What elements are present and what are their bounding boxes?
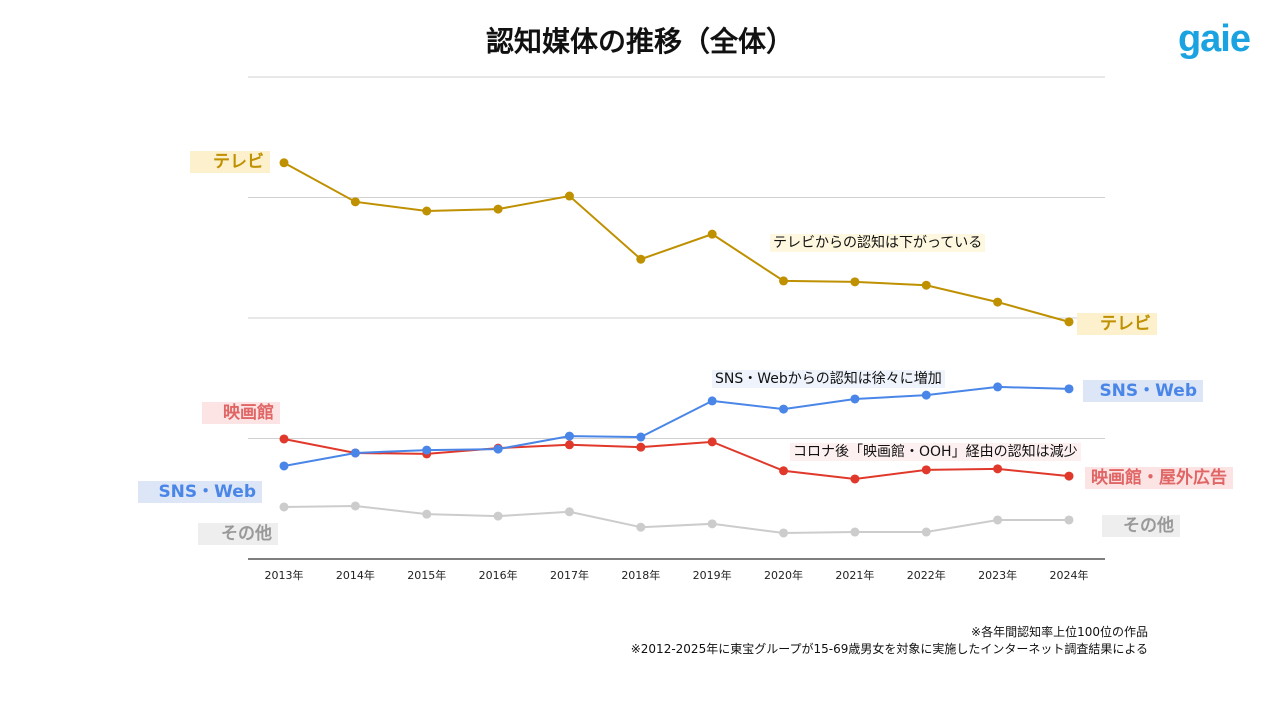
data-point	[350, 448, 360, 458]
data-point	[993, 382, 1003, 392]
data-point	[422, 445, 432, 455]
data-point	[779, 528, 789, 538]
data-point	[993, 515, 1003, 525]
data-point	[564, 440, 574, 450]
data-point	[779, 404, 789, 414]
start-label-cinema: 映画館	[202, 402, 280, 424]
annotation-sns: SNS・Webからの認知は徐々に増加	[712, 370, 945, 388]
x-tick-label: 2024年	[1050, 568, 1089, 582]
data-point	[279, 434, 289, 444]
data-point	[1064, 384, 1074, 394]
x-tick-label: 2020年	[764, 568, 803, 582]
data-point	[636, 442, 646, 452]
data-point	[564, 191, 574, 201]
data-point	[850, 394, 860, 404]
data-point	[707, 437, 717, 447]
x-tick-label: 2021年	[835, 568, 874, 582]
data-point	[493, 204, 503, 214]
data-point	[779, 466, 789, 476]
data-point	[636, 432, 646, 442]
data-point	[1064, 317, 1074, 327]
data-point	[1064, 515, 1074, 525]
data-point	[564, 507, 574, 517]
data-point	[921, 465, 931, 475]
data-point	[279, 502, 289, 512]
page-title: 認知媒体の推移（全体）	[485, 25, 794, 58]
start-label-sns: SNS・Web	[138, 481, 262, 503]
data-point	[707, 519, 717, 529]
series-line	[283, 385, 1070, 467]
data-point	[350, 197, 360, 207]
data-point	[707, 229, 717, 239]
end-label-cinema: 映画館・屋外広告	[1085, 467, 1233, 489]
data-point	[850, 474, 860, 484]
data-point	[493, 511, 503, 521]
annotation-cinema: コロナ後「映画館・OOH」経由の認知は減少	[790, 443, 1081, 461]
series-line	[283, 504, 1069, 534]
annotation-tv: テレビからの認知は下がっている	[770, 234, 986, 252]
x-tick-label: 2017年	[550, 568, 589, 582]
footnote-2: ※2012-2025年に東宝グループが15-69歳男女を対象に実施したインターネ…	[630, 642, 1148, 656]
start-label-tv: テレビ	[190, 151, 270, 173]
series-line	[283, 438, 1070, 480]
data-point	[564, 431, 574, 441]
data-point	[1064, 471, 1074, 481]
series-line	[283, 161, 1070, 323]
data-point	[279, 158, 289, 168]
data-point	[493, 444, 503, 454]
data-point	[422, 509, 432, 519]
data-point	[993, 297, 1003, 307]
data-point	[422, 206, 432, 216]
x-tick-label: 2018年	[621, 568, 660, 582]
data-point	[636, 254, 646, 264]
x-tick-label: 2014年	[336, 568, 375, 582]
x-tick-label: 2022年	[907, 568, 946, 582]
data-point	[707, 396, 717, 406]
start-label-other: その他	[198, 523, 278, 545]
footnote-1: ※各年間認知率上位100位の作品	[971, 625, 1148, 639]
x-tick-label: 2019年	[693, 568, 732, 582]
x-tick-label: 2013年	[265, 568, 304, 582]
x-tick-label: 2016年	[479, 568, 518, 582]
data-point	[921, 390, 931, 400]
end-label-other: その他	[1102, 515, 1180, 537]
data-point	[850, 527, 860, 537]
data-point	[850, 277, 860, 287]
data-point	[279, 461, 289, 471]
data-point	[921, 280, 931, 290]
end-label-sns: SNS・Web	[1083, 380, 1203, 402]
data-point	[779, 276, 789, 286]
data-point	[993, 464, 1003, 474]
end-label-tv: テレビ	[1077, 313, 1157, 335]
data-point	[350, 501, 360, 511]
gaie-logo: gaie	[1177, 18, 1251, 60]
data-point	[921, 527, 931, 537]
x-tick-label: 2015年	[407, 568, 446, 582]
x-tick-label: 2023年	[978, 568, 1017, 582]
data-point	[636, 522, 646, 532]
